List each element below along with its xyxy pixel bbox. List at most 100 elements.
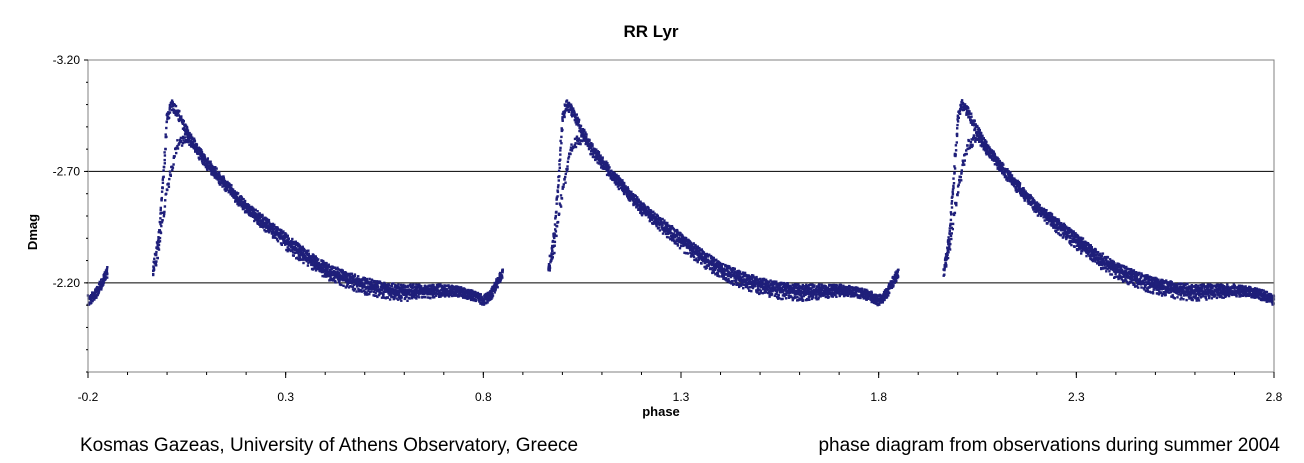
data-point [376,285,380,288]
data-point [773,280,777,283]
data-point [410,293,413,296]
data-point [744,284,748,287]
data-point [279,237,282,240]
data-point [218,181,221,185]
data-point [326,267,329,270]
data-point [309,258,312,261]
data-point [597,162,600,165]
data-point [787,284,790,287]
data-point [583,133,587,136]
data-point [329,278,333,282]
data-point [817,296,820,299]
data-point [185,125,189,129]
data-point [555,210,558,214]
data-point [634,194,637,198]
data-point [156,256,159,260]
data-point [748,278,752,281]
data-point [564,181,567,184]
data-point [700,248,703,251]
data-point [713,268,716,272]
data-point [215,170,218,173]
data-point [692,247,695,251]
data-point [826,294,829,297]
data-point [799,293,803,296]
data-point [181,141,185,145]
data-point [768,293,771,296]
data-point [331,273,334,276]
data-point [780,288,784,291]
data-point [181,122,185,125]
data-point [462,293,465,296]
data-point [756,291,759,294]
data-point [180,137,183,140]
data-point [699,257,702,260]
data-point [561,112,564,116]
data-point [391,295,394,299]
data-point [846,294,850,297]
data-point [392,297,395,301]
data-point [663,230,666,233]
data-point [284,242,287,245]
data-point [184,124,188,127]
data-point [607,167,610,170]
data-point [813,284,816,287]
data-point [322,260,325,264]
data-point [720,265,723,268]
data-point [332,266,335,269]
data-point [641,205,644,209]
data-point [176,109,180,112]
data-point [566,167,569,171]
data-point [738,275,742,278]
data-point [830,288,833,291]
data-point [559,153,562,156]
data-point [604,166,607,169]
data-point [739,277,743,280]
data-point [426,296,429,299]
data-point [584,138,588,141]
data-point [292,254,295,257]
data-point [393,296,396,299]
data-point [337,271,340,275]
data-point [364,288,367,291]
data-point [160,224,163,228]
data-point [102,279,105,282]
data-point [675,235,679,238]
data-point [944,257,947,260]
data-point [256,210,259,213]
data-point [388,291,391,294]
data-point [581,139,584,143]
data-point [644,207,647,210]
data-point [329,275,332,278]
data-point [168,170,172,173]
data-point [483,302,486,305]
data-point [573,137,577,141]
data-point [651,218,654,222]
data-point [743,283,746,287]
data-point [814,291,817,294]
data-point [379,289,382,292]
data-point [806,298,809,302]
data-point [583,129,586,133]
data-point [676,242,679,246]
data-point [363,282,366,285]
data-point [881,299,885,302]
data-point [773,294,776,297]
data-point [265,226,268,229]
data-point [823,294,826,297]
data-point [896,270,899,273]
data-point [557,179,560,182]
data-point [562,185,565,189]
data-point [101,283,105,286]
data-point [894,278,897,281]
data-point [575,136,578,140]
data-point [206,168,209,171]
data-point [647,210,651,214]
data-point [670,232,673,235]
data-point [439,295,442,298]
data-point [221,182,225,185]
data-point [883,298,886,302]
data-point [616,185,620,188]
data-point [231,192,235,195]
data-point [497,277,500,281]
data-point [564,109,567,112]
